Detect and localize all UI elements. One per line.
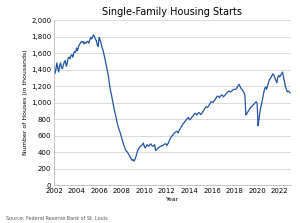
Y-axis label: Number of Houses (in thousands): Number of Houses (in thousands): [23, 50, 28, 155]
X-axis label: Year: Year: [166, 197, 179, 202]
Text: Source: Federal Reserve Bank of St. Louis: Source: Federal Reserve Bank of St. Loui…: [6, 216, 108, 221]
Title: Single-Family Housing Starts: Single-Family Housing Starts: [103, 6, 242, 17]
